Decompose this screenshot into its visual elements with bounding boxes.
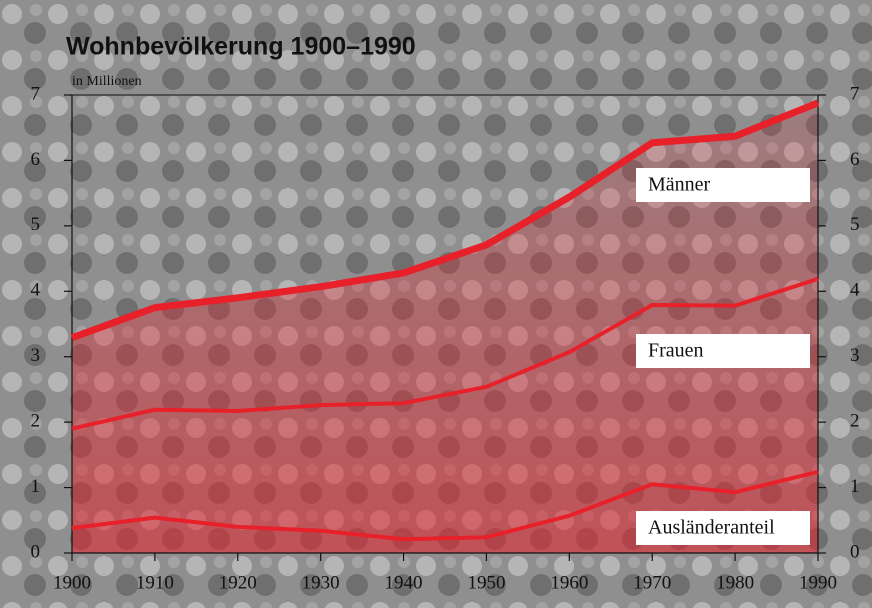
y2-tick-label: 5 — [850, 214, 860, 235]
x-tick-label: 1900 — [53, 572, 91, 593]
x-tick-label: 1930 — [302, 572, 340, 593]
y-tick-label: 5 — [31, 214, 41, 235]
chart-title: Wohnbevölkerung 1900–1990 — [66, 33, 416, 61]
y2-tick-label: 2 — [850, 411, 860, 432]
y2-tick-label: 4 — [850, 280, 860, 301]
x-tick-label: 1910 — [136, 572, 174, 593]
series-label: Frauen — [648, 340, 704, 362]
x-tick-label: 1990 — [799, 572, 837, 593]
y-tick-label: 0 — [31, 541, 41, 562]
x-tick-label: 1950 — [467, 572, 505, 593]
y2-tick-label: 1 — [850, 476, 860, 497]
subtitle: in Millionen — [72, 74, 142, 89]
y-tick-label: 4 — [31, 280, 41, 301]
y-tick-label: 6 — [31, 149, 41, 170]
series-label: Männer — [648, 174, 711, 196]
y2-tick-label: 3 — [850, 345, 860, 366]
y2-tick-label: 0 — [850, 541, 860, 562]
x-tick-label: 1980 — [716, 572, 754, 593]
x-tick-label: 1940 — [385, 572, 423, 593]
chart: 0 0 1 1 2 2 3 3 4 4 5 5 6 6 7 7 1900 1910 1920 1930 1940 1950… — [0, 0, 872, 608]
y2-tick-label: 6 — [850, 149, 860, 170]
x-tick-label: 1960 — [550, 572, 588, 593]
x-tick-label: 1920 — [219, 572, 257, 593]
y-tick-label: 7 — [31, 83, 41, 104]
y-tick-label: 3 — [31, 345, 41, 366]
y2-tick-label: 7 — [850, 83, 860, 104]
y-tick-label: 2 — [31, 411, 41, 432]
page: {"chart_data": {"type": "line", "title":… — [0, 0, 872, 608]
x-tick-label: 1970 — [633, 572, 671, 593]
series-label: Ausländeranteil — [648, 517, 775, 539]
y-tick-label: 1 — [31, 476, 41, 497]
